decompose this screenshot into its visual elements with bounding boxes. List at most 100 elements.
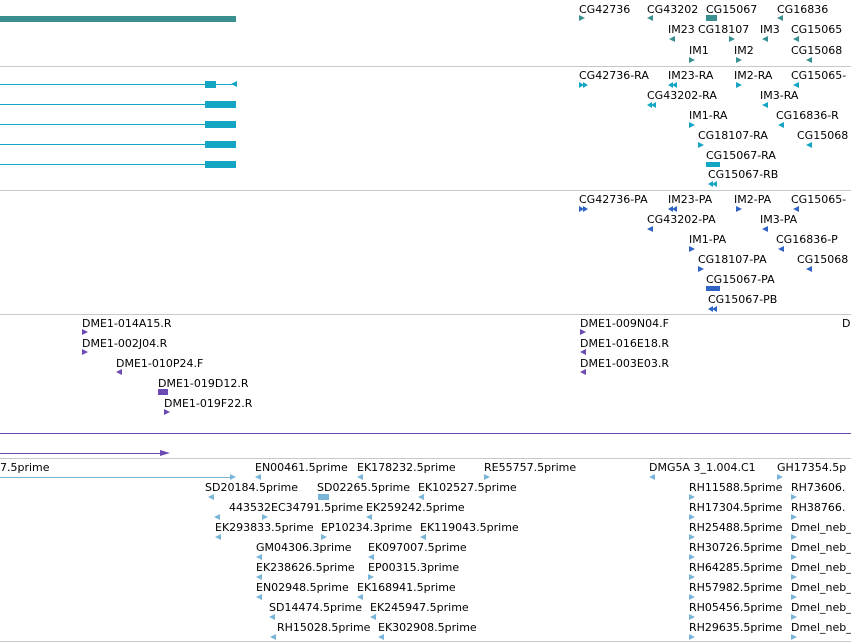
transcript-exon[interactable] — [706, 162, 720, 167]
est-label[interactable]: Dmel_neb_ — [791, 541, 851, 554]
transcript-exon[interactable] — [205, 101, 236, 108]
est-label[interactable]: EK102527.5prime — [418, 481, 517, 494]
clone-arrow[interactable] — [164, 409, 170, 415]
est-label[interactable]: RH11588.5prime — [689, 481, 783, 494]
est-arrow[interactable] — [256, 594, 262, 600]
transcript-label[interactable]: CG43202-RA — [647, 89, 717, 102]
gene-label[interactable]: IM23 — [668, 23, 695, 36]
protein-feature[interactable] — [706, 286, 720, 291]
est-arrow[interactable] — [791, 634, 797, 640]
gene-label[interactable]: CG15067 — [706, 3, 758, 16]
protein-arrow[interactable] — [698, 266, 704, 272]
clone-label[interactable]: DME1-019D12.R — [158, 377, 249, 390]
transcript-exon[interactable] — [205, 81, 216, 88]
protein-label[interactable]: CG15068 — [797, 253, 849, 266]
est-label[interactable]: RH25488.5prime — [689, 521, 783, 534]
clone-arrow[interactable] — [82, 329, 88, 335]
est-feature[interactable] — [318, 494, 329, 500]
est-label[interactable]: Dmel_neb_ — [791, 601, 851, 614]
transcript-label[interactable]: CG16836-R — [776, 109, 839, 122]
transcript-arrow[interactable] — [647, 102, 656, 108]
est-arrow[interactable] — [208, 494, 214, 500]
transcript-label[interactable]: CG15065- — [791, 69, 847, 82]
est-label[interactable]: GM04306.3prime — [256, 541, 352, 554]
est-arrow[interactable] — [366, 514, 372, 520]
clone-label[interactable]: D — [842, 317, 851, 330]
transcript-arrow[interactable] — [698, 142, 704, 148]
est-arrow[interactable] — [255, 474, 261, 480]
transcript-arrow[interactable] — [778, 122, 784, 128]
gene-label[interactable]: IM1 — [689, 44, 709, 57]
transcript-arrow[interactable] — [708, 181, 717, 187]
est-arrow[interactable] — [791, 614, 797, 620]
gene-arrow[interactable] — [736, 57, 742, 63]
clone-span-line[interactable] — [0, 453, 160, 454]
est-arrow[interactable] — [321, 534, 327, 540]
est-arrow[interactable] — [368, 554, 374, 560]
protein-label[interactable]: CG15065- — [791, 193, 847, 206]
clone-arrow[interactable] — [116, 369, 122, 375]
transcript-arrow[interactable] — [762, 102, 768, 108]
est-arrow[interactable] — [215, 534, 221, 540]
est-arrow[interactable] — [357, 474, 363, 480]
est-arrow[interactable] — [689, 534, 695, 540]
est-arrow[interactable] — [777, 474, 783, 480]
est-arrow[interactable] — [791, 514, 797, 520]
est-arrow[interactable] — [791, 494, 797, 500]
transcript-exon[interactable] — [205, 161, 236, 168]
est-arrow[interactable] — [791, 554, 797, 560]
gene-arrow[interactable] — [729, 36, 735, 42]
transcript-label[interactable]: CG15068 — [797, 129, 849, 142]
protein-arrow[interactable] — [689, 246, 695, 252]
transcript-label[interactable]: IM1-RA — [689, 109, 728, 122]
est-arrow[interactable] — [791, 594, 797, 600]
protein-arrow[interactable] — [793, 206, 799, 212]
clone-arrow[interactable] — [580, 369, 586, 375]
clone-arrow[interactable] — [160, 450, 170, 456]
est-arrow[interactable] — [689, 614, 695, 620]
transcript-arrow[interactable] — [793, 82, 799, 88]
est-label[interactable]: RH38766. — [791, 501, 846, 514]
gene-feature-bar[interactable] — [0, 16, 236, 22]
clone-label[interactable]: DME1-002J04.R — [82, 337, 168, 350]
clone-label[interactable]: DME1-016E18.R — [580, 337, 669, 350]
est-label[interactable]: RH29635.5prime — [689, 621, 783, 634]
protein-arrow[interactable] — [579, 206, 588, 212]
clone-label[interactable]: DME1-019F22.R — [164, 397, 253, 410]
protein-arrow[interactable] — [668, 206, 677, 212]
est-label[interactable]: EK245947.5prime — [370, 601, 469, 614]
transcript-label[interactable]: CG18107-RA — [698, 129, 768, 142]
clone-arrow[interactable] — [580, 329, 586, 335]
gene-label[interactable]: CG18107 — [698, 23, 750, 36]
transcript-exon[interactable] — [205, 141, 236, 148]
clone-label[interactable]: DME1-014A15.R — [82, 317, 172, 330]
clone-label[interactable]: DME1-010P24.F — [116, 357, 204, 370]
protein-label[interactable]: CG15067-PA — [706, 273, 775, 286]
est-arrow[interactable] — [420, 534, 426, 540]
clone-span-line[interactable] — [0, 433, 851, 434]
est-label[interactable]: RH57982.5prime — [689, 581, 783, 594]
transcript-arrow[interactable] — [736, 82, 742, 88]
gene-label[interactable]: IM2 — [734, 44, 754, 57]
est-label[interactable]: EK293833.5prime — [215, 521, 314, 534]
est-label[interactable]: SD14474.5prime — [269, 601, 362, 614]
clone-arrow[interactable] — [580, 349, 586, 355]
transcript-label[interactable]: IM23-RA — [668, 69, 714, 82]
est-arrow[interactable] — [370, 614, 376, 620]
protein-arrow[interactable] — [762, 226, 768, 232]
est-arrow[interactable] — [256, 554, 262, 560]
gene-label[interactable]: CG16836 — [777, 3, 829, 16]
est-label[interactable]: EN00461.5prime — [255, 461, 348, 474]
est-label[interactable]: RH73606. — [791, 481, 846, 494]
est-label[interactable]: EK097007.5prime — [368, 541, 467, 554]
est-arrow[interactable] — [484, 474, 490, 480]
transcript-label[interactable]: CG42736-RA — [579, 69, 649, 82]
est-arrow[interactable] — [357, 594, 363, 600]
transcript-label[interactable]: CG15067-RA — [706, 149, 776, 162]
est-label[interactable]: EK119043.5prime — [420, 521, 519, 534]
est-arrow[interactable] — [689, 494, 695, 500]
est-label[interactable]: Dmel_neb_ — [791, 621, 851, 634]
est-arrow[interactable] — [262, 514, 268, 520]
gene-arrow[interactable] — [669, 36, 675, 42]
